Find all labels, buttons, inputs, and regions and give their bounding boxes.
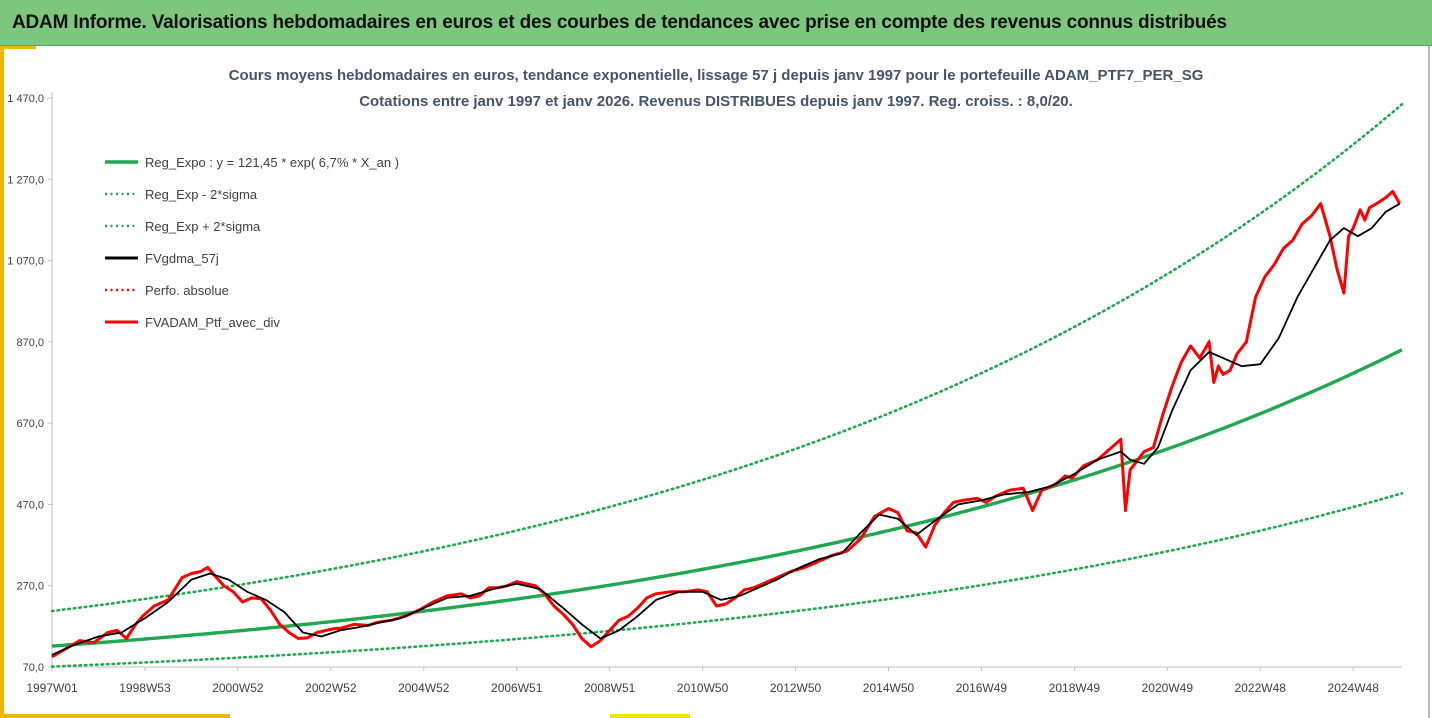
x-tick-label: 2006W51 bbox=[491, 681, 543, 695]
x-tick-label: 1997W01 bbox=[26, 681, 78, 695]
series-reg-expo bbox=[51, 348, 1403, 648]
report-title: ADAM Informe. Valorisations hebdomadaire… bbox=[12, 12, 1227, 33]
report-header: ADAM Informe. Valorisations hebdomadaire… bbox=[0, 0, 1432, 46]
x-tick-label: 2014W50 bbox=[863, 681, 915, 695]
x-tick-label: 2004W52 bbox=[398, 681, 450, 695]
x-tick-label: 2022W48 bbox=[1235, 681, 1287, 695]
y-tick-label: 270,0 bbox=[16, 581, 44, 593]
chart-frame-right bbox=[1428, 46, 1430, 718]
accent-bar-bottom bbox=[0, 714, 230, 718]
x-tick-label: 2016W49 bbox=[956, 681, 1008, 695]
x-tick-label: 2010W50 bbox=[677, 681, 729, 695]
y-tick-label: 670,0 bbox=[16, 418, 44, 430]
series-fvgdma-57j bbox=[51, 202, 1401, 656]
series-fvadam-ptf-avec-div bbox=[51, 190, 1402, 659]
y-tick-label: 1 270,0 bbox=[7, 174, 44, 186]
chart-axes bbox=[48, 92, 1402, 671]
x-tick-label: 2012W50 bbox=[770, 681, 822, 695]
y-tick-label: 1 070,0 bbox=[7, 256, 44, 268]
y-tick-label: 470,0 bbox=[16, 499, 44, 511]
legend-label: FVgdma_57j bbox=[145, 251, 219, 266]
y-tick-label: 70,0 bbox=[23, 662, 44, 674]
chart-subtitle: Cotations entre janv 1997 et janv 2026. … bbox=[359, 93, 1073, 110]
legend-label: FVADAM_Ptf_avec_div bbox=[145, 315, 280, 330]
x-tick-label: 2008W51 bbox=[584, 681, 636, 695]
chart-legend: Reg_Expo : y = 121,45 * exp( 6,7% * X_an… bbox=[105, 155, 399, 330]
legend-label: Reg_Exp + 2*sigma bbox=[145, 219, 261, 234]
y-tick-label: 870,0 bbox=[16, 337, 44, 349]
series-reg-plus-2sigma bbox=[50, 103, 1404, 613]
chart-title: Cours moyens hebdomadaires en euros, ten… bbox=[228, 67, 1204, 84]
series-perfo-absolue bbox=[51, 189, 1401, 658]
legend-label: Reg_Exp - 2*sigma bbox=[145, 187, 258, 202]
x-tick-label: 2002W52 bbox=[305, 681, 357, 695]
x-tick-label: 2024W48 bbox=[1328, 681, 1380, 695]
accent-bar-top bbox=[0, 46, 36, 49]
x-tick-label: 2018W49 bbox=[1049, 681, 1101, 695]
legend-label: Reg_Expo : y = 121,45 * exp( 6,7% * X_an… bbox=[145, 155, 399, 170]
accent-bar-left bbox=[0, 46, 4, 718]
y-tick-label: 1 470,0 bbox=[7, 93, 44, 105]
x-axis-tick-labels: 1997W01 1998W53 2000W52 2002W52 2004W52 2006W… bbox=[26, 681, 1379, 695]
x-tick-label: 2020W49 bbox=[1142, 681, 1194, 695]
x-tick-label: 1998W53 bbox=[119, 681, 171, 695]
accent-bar-bottom-2 bbox=[610, 714, 690, 718]
y-axis-tick-labels: 70,0 270,0 470,0 670,0 870,0 1 070,0 1 270,0 1 … bbox=[7, 93, 44, 674]
series-reg-minus-2sigma bbox=[50, 491, 1404, 668]
legend-label: Perfo. absolue bbox=[145, 283, 229, 298]
series-layer bbox=[50, 103, 1404, 668]
x-tick-label: 2000W52 bbox=[212, 681, 264, 695]
